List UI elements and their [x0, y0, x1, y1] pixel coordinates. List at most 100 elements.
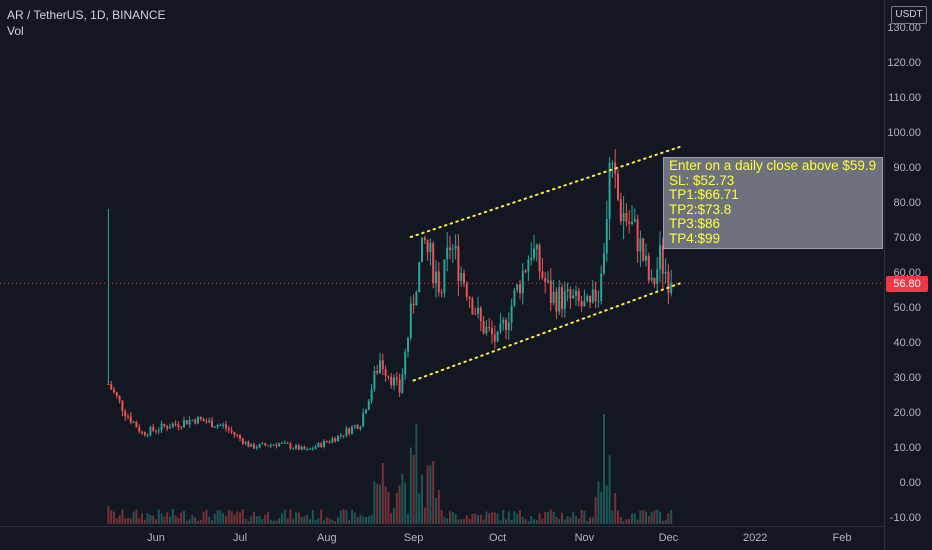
volume-bar	[449, 511, 451, 524]
candle-body	[390, 376, 393, 386]
candle-body	[303, 446, 306, 450]
candle-body	[538, 244, 541, 272]
channel-upper-line	[409, 145, 684, 238]
candle-body	[205, 421, 208, 423]
candle-body	[289, 443, 292, 449]
candle-body	[583, 300, 586, 307]
volume-bar	[538, 513, 541, 524]
candle-body	[622, 213, 625, 222]
candle-body	[367, 400, 370, 410]
volume-bar	[132, 511, 135, 524]
volume-bar	[521, 516, 524, 524]
candle-body	[650, 277, 653, 281]
candle-body	[465, 283, 468, 298]
volume-bar	[569, 517, 572, 524]
candle-body	[155, 430, 157, 432]
candle-body	[174, 423, 177, 425]
candle-body	[499, 323, 502, 332]
volume-bar	[152, 515, 155, 524]
volume-bar	[645, 511, 647, 524]
y-tick-label: 70.00	[893, 232, 921, 244]
volume-bar	[303, 516, 306, 524]
volume-bar	[325, 517, 328, 524]
candle-body	[510, 305, 513, 323]
volume-bar	[443, 517, 446, 524]
volume-bar	[499, 520, 502, 524]
candle-body	[351, 426, 353, 434]
volume-bar	[465, 515, 468, 524]
channel-lower-line	[412, 281, 684, 382]
candle-body	[297, 445, 300, 450]
candle-body	[600, 273, 603, 302]
symbol-title[interactable]: AR / TetherUS, 1D, BINANCE	[7, 8, 166, 22]
candle-body	[185, 420, 188, 425]
volume-bar	[639, 510, 642, 524]
volume-bar	[603, 414, 605, 524]
candle-body	[521, 270, 524, 294]
candle-body	[362, 413, 365, 427]
candle-body	[250, 444, 253, 447]
candle-body	[281, 442, 283, 444]
candle-body	[577, 290, 580, 302]
y-tick-label: 50.00	[893, 302, 921, 314]
volume-bar	[331, 519, 334, 524]
candle-body	[230, 430, 233, 432]
volume-bar	[429, 464, 432, 524]
volume-bar	[454, 513, 457, 524]
candle-body	[233, 431, 236, 435]
volume-bar	[320, 509, 323, 524]
candle-body	[435, 271, 437, 284]
candle-body	[180, 426, 183, 428]
volume-bar	[225, 516, 227, 524]
candle-body	[395, 377, 398, 380]
volume-bar	[183, 511, 185, 524]
volume-bar	[118, 515, 121, 524]
volume-bar	[535, 520, 538, 524]
volume-bar	[171, 509, 174, 524]
volume-bar	[432, 460, 435, 524]
volume-bar	[513, 511, 516, 524]
volume-bar	[121, 509, 124, 524]
volume-bar	[426, 465, 429, 524]
candle-body	[617, 173, 619, 200]
volume-bar	[457, 519, 460, 524]
volume-bar	[311, 509, 314, 524]
candle-body	[208, 420, 211, 423]
candle-body	[269, 444, 272, 446]
candle-body	[275, 444, 278, 447]
y-tick-label: 20.00	[893, 407, 921, 419]
y-tick-label: 130.00	[887, 22, 921, 34]
volume-bar	[169, 516, 171, 524]
volume-bar	[376, 483, 379, 524]
candle-body	[239, 435, 241, 439]
volume-bar	[348, 520, 351, 524]
candle-body	[535, 244, 538, 249]
candle-body	[379, 360, 381, 374]
volume-bar	[141, 513, 143, 524]
candle-body	[283, 442, 286, 444]
trade-note[interactable]: Enter on a daily close above $59.9 SL: $…	[663, 157, 883, 249]
candle-body	[353, 425, 356, 427]
volume-bar	[496, 513, 499, 524]
candle-body	[449, 247, 451, 250]
volume-bar	[267, 512, 269, 524]
volume-bar	[222, 512, 225, 524]
volume-bar	[272, 520, 275, 524]
candle-body	[642, 238, 645, 261]
candle-body	[227, 428, 230, 431]
volume-bar	[507, 511, 510, 524]
candle-body	[261, 443, 264, 445]
volume-bar	[451, 511, 454, 524]
volume-bar	[146, 513, 149, 524]
candle-body	[107, 384, 110, 385]
candle-body	[132, 422, 135, 424]
candle-body	[572, 295, 575, 299]
volume-bar	[653, 510, 656, 524]
volume-bar	[471, 513, 474, 524]
candle-body	[619, 199, 622, 222]
volume-bar	[314, 519, 317, 524]
volume-legend[interactable]: Vol	[7, 24, 24, 38]
note-tp2: TP2:$73.8	[669, 201, 732, 217]
currency-unit-button[interactable]: USDT	[891, 6, 927, 24]
